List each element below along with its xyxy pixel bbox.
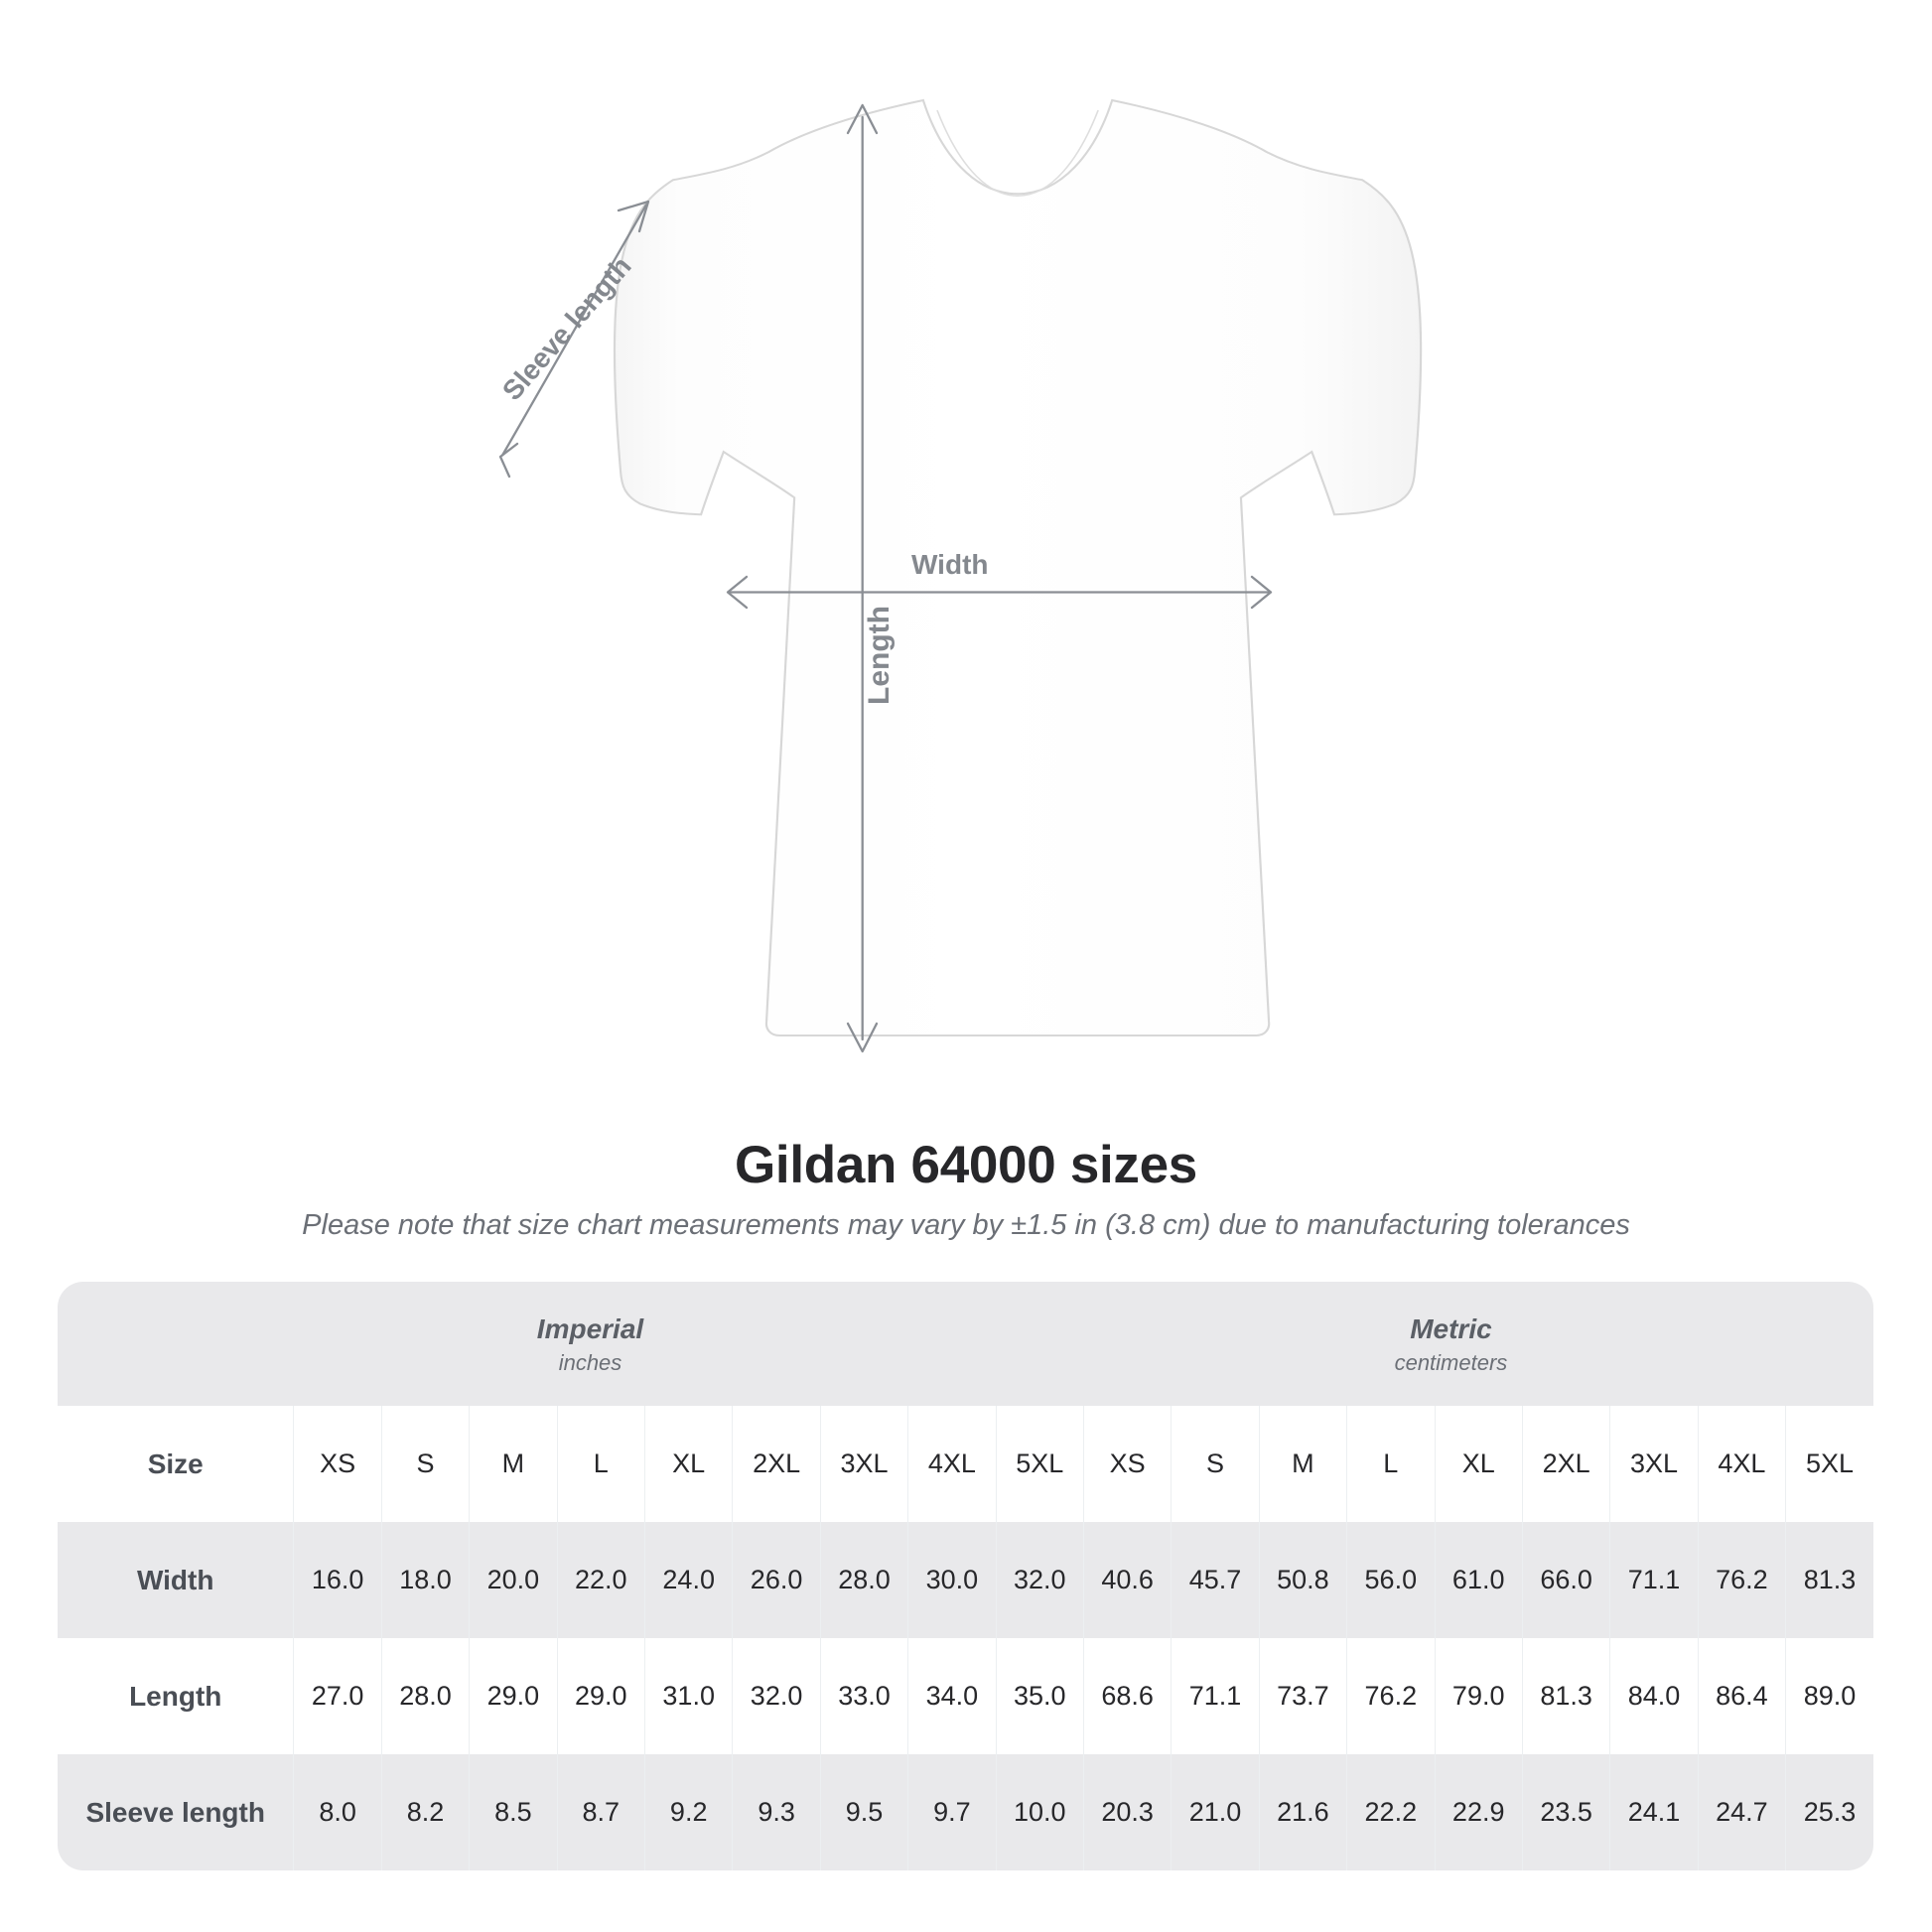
svg-text:Length: Length <box>863 606 896 705</box>
svg-text:Width: Width <box>911 549 989 580</box>
